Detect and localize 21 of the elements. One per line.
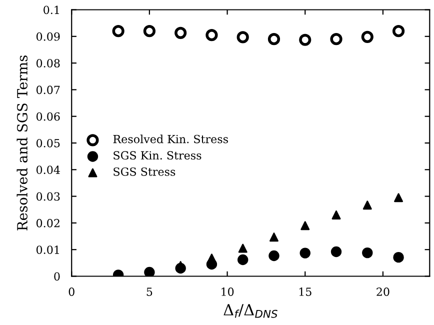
y-tick-label: 0 bbox=[54, 272, 60, 281]
y-tick-label: 0.04 bbox=[36, 166, 60, 174]
x-tick-label: 5 bbox=[146, 288, 152, 296]
y-tick-label: 0.05 bbox=[36, 138, 60, 148]
x-axis-title: Δ$_{f}$/Δ$_{DNS}$ bbox=[224, 304, 278, 318]
y-tick-label: 0.06 bbox=[36, 112, 60, 121]
x-tick-label: 0 bbox=[68, 288, 74, 296]
legend-label: SGS Stress bbox=[114, 167, 176, 176]
y-tick-label: 0.1 bbox=[44, 6, 59, 14]
y-tick-label: 0.07 bbox=[36, 86, 60, 94]
x-tick-label: 20 bbox=[376, 288, 390, 296]
legend-label: Resolved Kin. Stress bbox=[113, 134, 228, 144]
x-tick-label: 15 bbox=[299, 288, 312, 296]
legend-label: SGS Kin. Stress bbox=[114, 151, 202, 160]
y-tick-label: 0.02 bbox=[36, 218, 60, 228]
x-tick-label: 10 bbox=[222, 288, 234, 296]
y-axis-title: Resolved and SGS Terms bbox=[16, 56, 28, 230]
y-tick-label: 0.09 bbox=[36, 32, 60, 41]
y-tick-label: 0.03 bbox=[36, 192, 60, 201]
y-tick-label: 0.08 bbox=[36, 59, 60, 68]
y-tick-label: 0.01 bbox=[36, 246, 59, 254]
